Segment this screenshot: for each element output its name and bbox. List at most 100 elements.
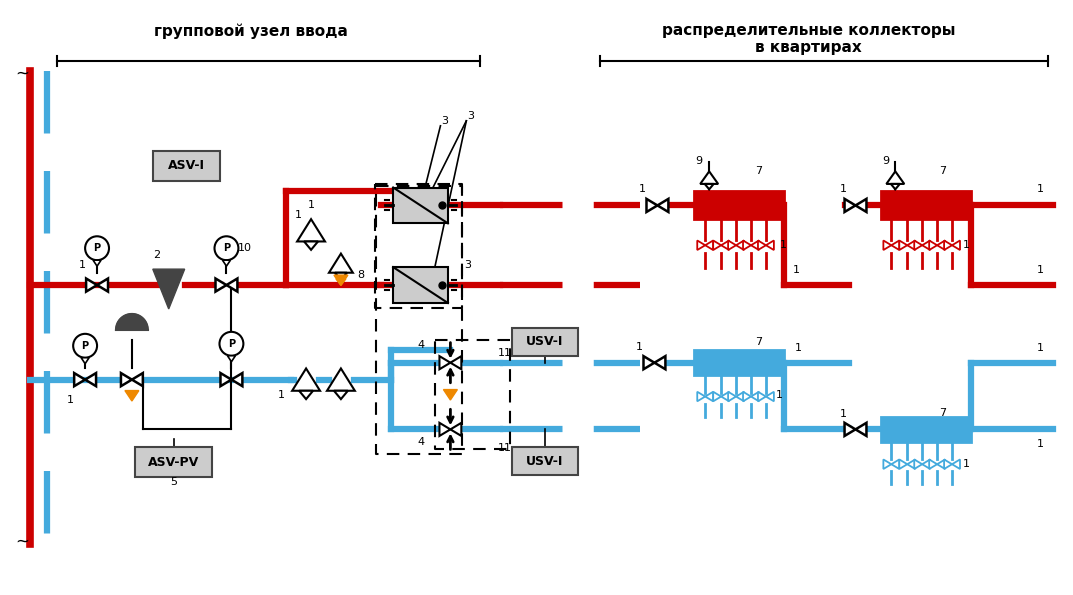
Polygon shape: [701, 171, 718, 184]
Polygon shape: [440, 356, 451, 369]
Polygon shape: [721, 392, 729, 401]
Polygon shape: [883, 240, 892, 250]
Polygon shape: [758, 240, 766, 250]
Circle shape: [73, 334, 97, 358]
Polygon shape: [220, 373, 232, 386]
Text: 2: 2: [153, 250, 160, 260]
Polygon shape: [97, 278, 108, 292]
Text: 1: 1: [840, 409, 847, 419]
Text: групповой узел ввода: групповой узел ввода: [155, 23, 349, 39]
Text: 1: 1: [295, 211, 302, 220]
Text: 1: 1: [67, 394, 74, 405]
Text: 7: 7: [940, 165, 946, 176]
Polygon shape: [451, 356, 461, 369]
Polygon shape: [334, 275, 348, 286]
Polygon shape: [743, 240, 751, 250]
Text: 8: 8: [357, 270, 365, 280]
Polygon shape: [929, 459, 937, 469]
Text: 7: 7: [755, 337, 763, 347]
Polygon shape: [899, 240, 908, 250]
Text: 1: 1: [795, 343, 803, 353]
Text: P: P: [223, 243, 230, 253]
Polygon shape: [914, 459, 922, 469]
Polygon shape: [82, 358, 89, 364]
Polygon shape: [227, 356, 235, 362]
Text: 1: 1: [78, 260, 86, 270]
Polygon shape: [914, 240, 922, 250]
Text: ~: ~: [15, 533, 29, 551]
Text: 1: 1: [962, 459, 970, 469]
Text: 1: 1: [840, 183, 847, 193]
Polygon shape: [222, 260, 231, 266]
Polygon shape: [85, 373, 97, 386]
Polygon shape: [743, 392, 751, 401]
Text: 3: 3: [467, 111, 474, 121]
Text: 1: 1: [636, 342, 643, 352]
Text: 1: 1: [1038, 183, 1044, 193]
Bar: [881, 417, 971, 442]
Polygon shape: [721, 240, 729, 250]
Polygon shape: [844, 199, 855, 212]
Text: 1: 1: [278, 390, 284, 400]
Text: 1: 1: [793, 265, 800, 275]
Polygon shape: [655, 356, 665, 369]
Text: 1: 1: [308, 201, 314, 211]
Polygon shape: [766, 240, 774, 250]
Polygon shape: [952, 459, 960, 469]
Polygon shape: [329, 253, 353, 273]
FancyBboxPatch shape: [512, 328, 578, 356]
Bar: [393, 267, 447, 303]
Polygon shape: [451, 423, 461, 436]
Polygon shape: [116, 314, 148, 330]
Polygon shape: [216, 278, 226, 292]
Polygon shape: [335, 273, 347, 280]
Text: 11: 11: [498, 443, 512, 453]
Polygon shape: [226, 278, 237, 292]
Text: P: P: [82, 341, 89, 351]
Polygon shape: [74, 373, 85, 386]
Polygon shape: [758, 392, 766, 401]
Polygon shape: [729, 392, 736, 401]
Polygon shape: [892, 459, 899, 469]
Polygon shape: [899, 459, 908, 469]
Text: P: P: [93, 243, 101, 253]
FancyBboxPatch shape: [153, 151, 220, 180]
Text: 10: 10: [237, 243, 251, 253]
Text: USV-I: USV-I: [526, 455, 563, 468]
Polygon shape: [891, 184, 900, 189]
Polygon shape: [304, 242, 318, 250]
Polygon shape: [883, 459, 892, 469]
Polygon shape: [124, 390, 138, 401]
Polygon shape: [705, 392, 714, 401]
Bar: [694, 350, 784, 375]
Circle shape: [85, 236, 109, 260]
Polygon shape: [647, 199, 658, 212]
Text: 5: 5: [171, 477, 177, 487]
Text: 4: 4: [417, 340, 424, 350]
Polygon shape: [751, 392, 759, 401]
Polygon shape: [855, 423, 867, 436]
Circle shape: [220, 332, 244, 356]
Bar: [393, 187, 447, 223]
Polygon shape: [952, 240, 960, 250]
Polygon shape: [697, 240, 705, 250]
Text: USV-I: USV-I: [526, 336, 563, 348]
Polygon shape: [736, 240, 744, 250]
FancyBboxPatch shape: [135, 447, 212, 477]
Polygon shape: [736, 392, 744, 401]
Text: 3: 3: [464, 260, 471, 270]
Text: 1: 1: [1038, 343, 1044, 353]
Bar: [694, 192, 784, 220]
Text: 1: 1: [962, 240, 970, 250]
Polygon shape: [766, 392, 774, 401]
Polygon shape: [232, 373, 242, 386]
Polygon shape: [297, 219, 325, 242]
Bar: [881, 192, 971, 220]
Polygon shape: [299, 391, 313, 399]
Circle shape: [215, 236, 238, 260]
Polygon shape: [705, 184, 714, 189]
Polygon shape: [886, 171, 905, 184]
Polygon shape: [937, 459, 945, 469]
Polygon shape: [336, 279, 346, 285]
Text: P: P: [227, 339, 235, 349]
